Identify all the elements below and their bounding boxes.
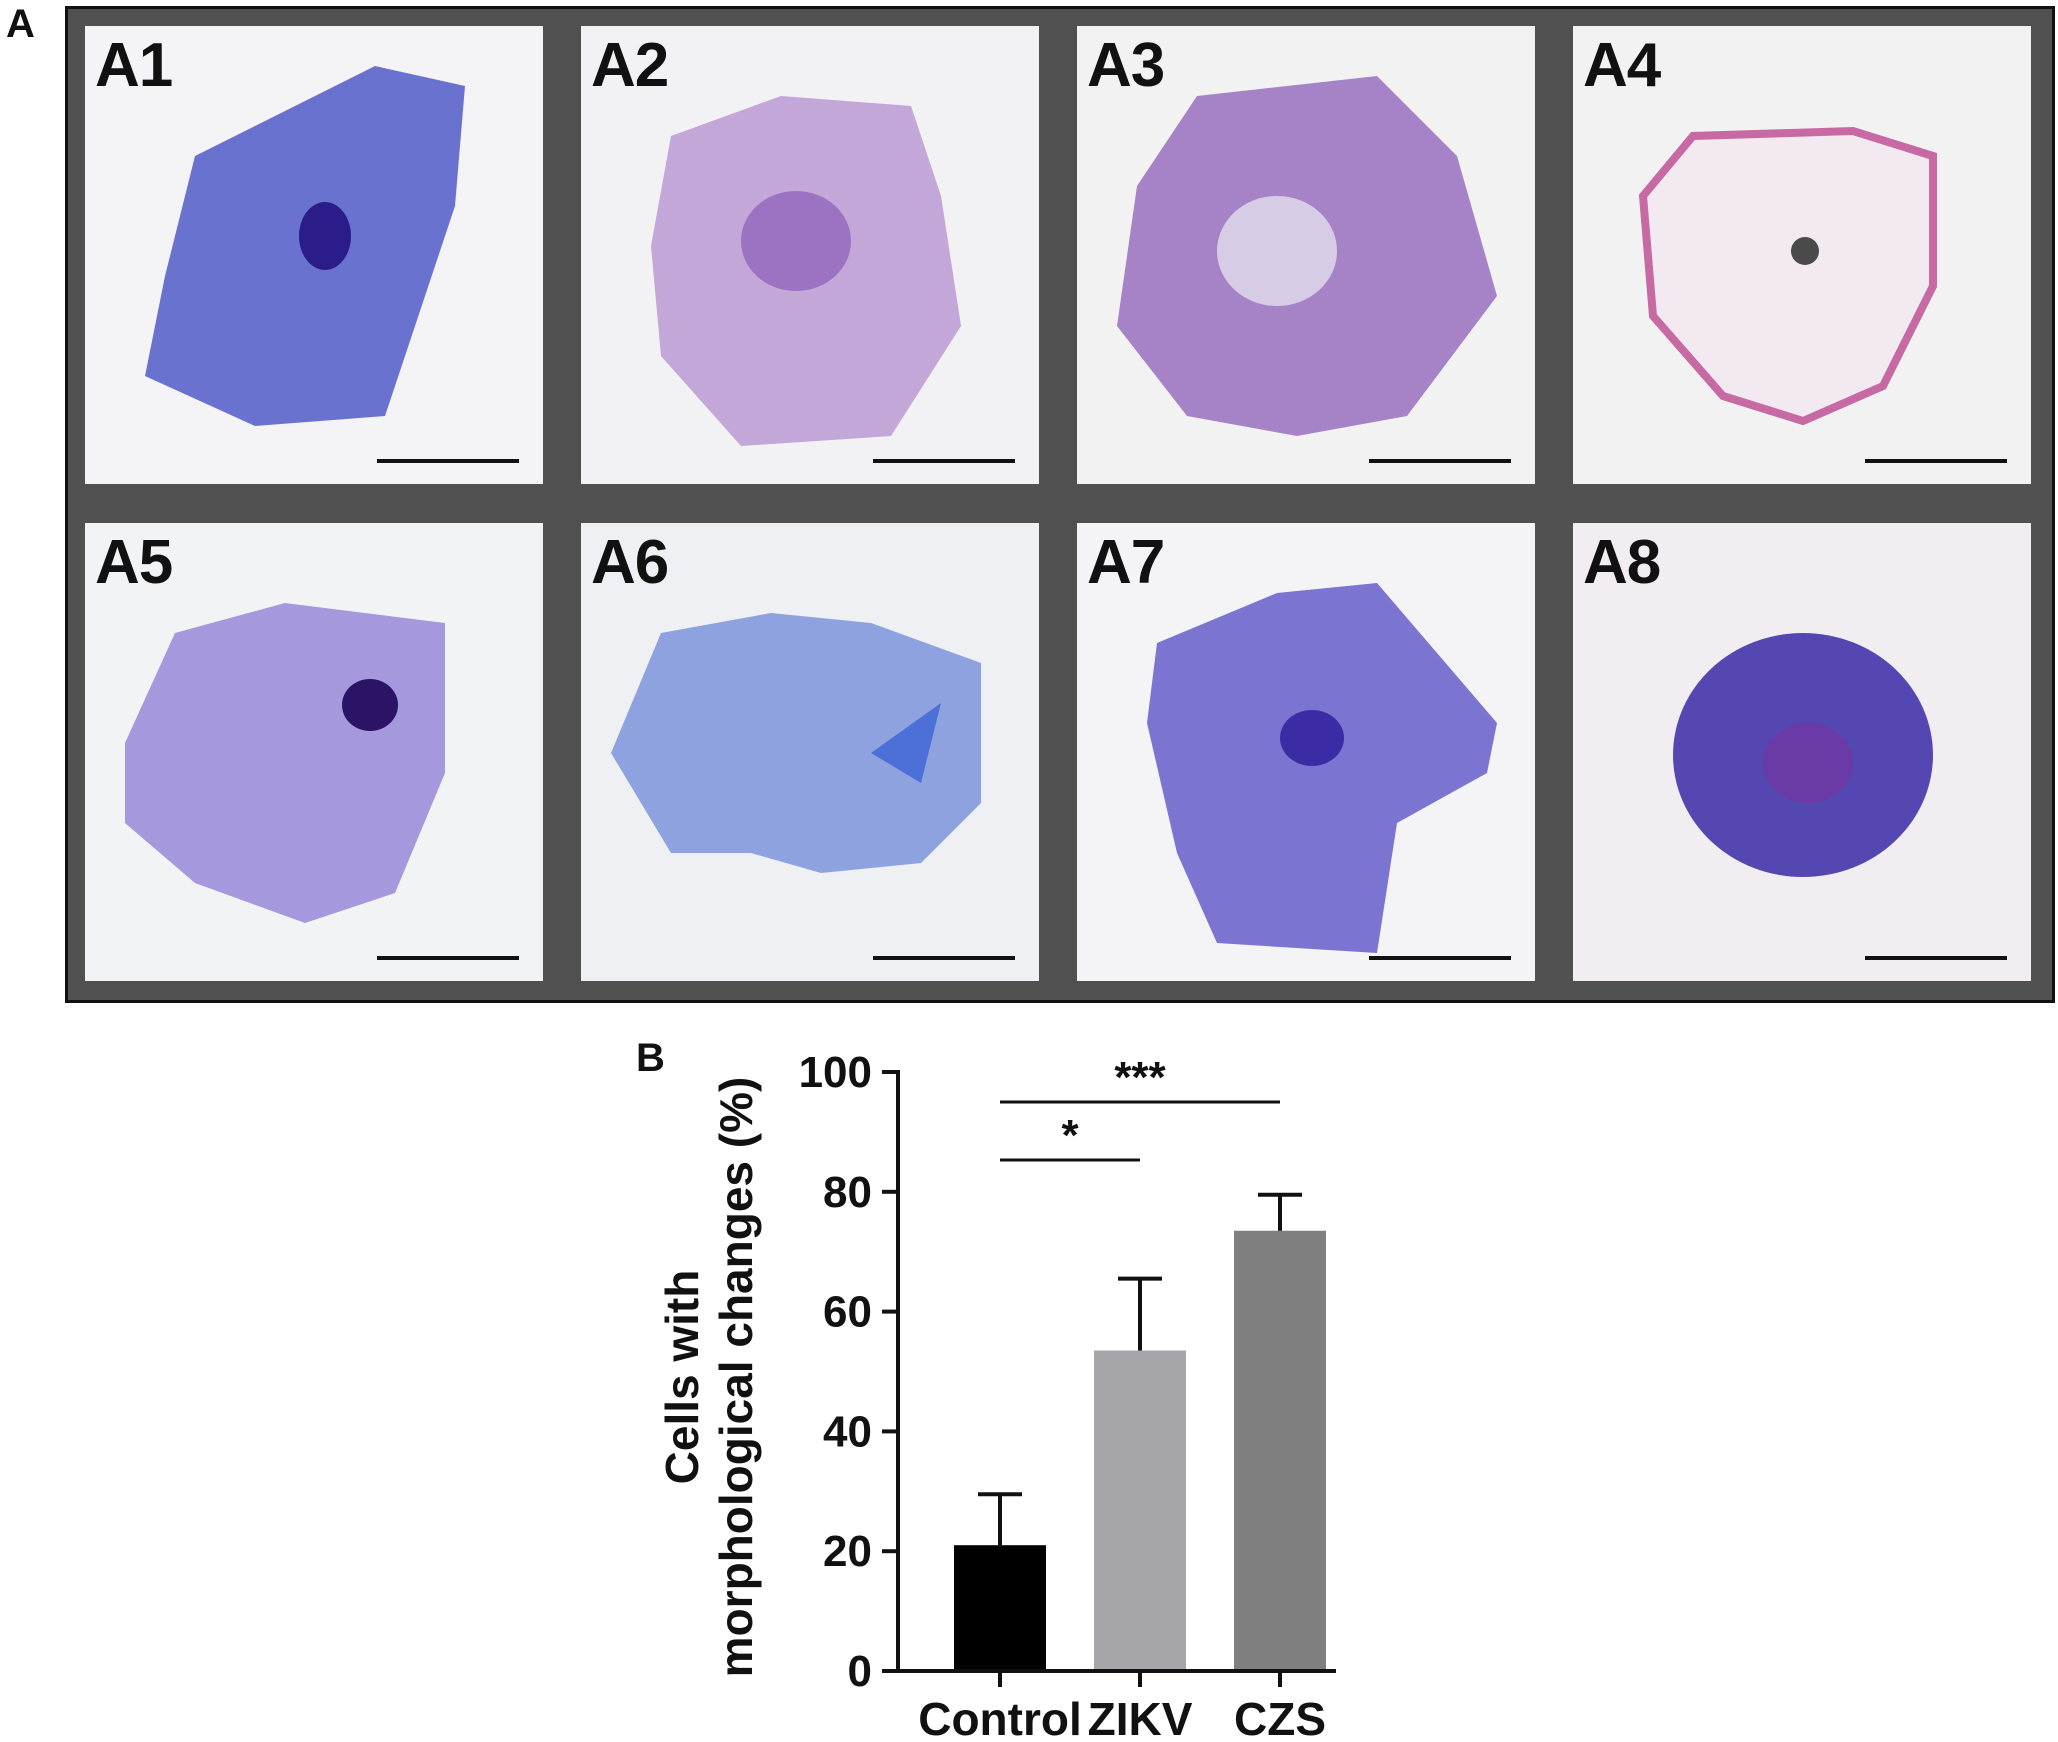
x-tick-label-czs: CZS bbox=[1234, 1693, 1326, 1742]
cell-cytoplasm bbox=[1638, 126, 1937, 426]
micrograph-label: A8 bbox=[1583, 528, 1661, 597]
x-axis-tick-labels: Control ZIKV CZS bbox=[918, 1671, 1326, 1742]
x-tick-label-zikv: ZIKV bbox=[1088, 1693, 1193, 1742]
cell-cytoplasm bbox=[1147, 583, 1497, 953]
scale-bar bbox=[1369, 459, 1511, 463]
y-tick-label: 20 bbox=[823, 1527, 872, 1576]
cell-nucleus bbox=[342, 679, 398, 731]
cell-fold bbox=[871, 703, 941, 783]
cell-a1-image bbox=[85, 26, 543, 484]
y-tick-label: 40 bbox=[823, 1407, 872, 1456]
panel-a-letter: A bbox=[6, 2, 35, 46]
bar-zikv bbox=[1094, 1350, 1186, 1671]
micrograph-a4: A4 bbox=[1573, 26, 2031, 484]
cell-nucleus bbox=[1280, 710, 1344, 766]
micrograph-a2: A2 bbox=[581, 26, 1039, 484]
y-axis-label: Cells with morphological changes (%) bbox=[656, 1077, 762, 1678]
micrograph-a8: A8 bbox=[1573, 523, 2031, 981]
micrograph-a3: A3 bbox=[1077, 26, 1535, 484]
y-axis-ticks: 0 20 40 60 80 100 bbox=[799, 1048, 898, 1696]
cell-a6-image bbox=[581, 523, 1039, 981]
y-axis-label-line2: morphological changes (%) bbox=[710, 1077, 762, 1678]
cell-nucleus bbox=[1217, 196, 1337, 306]
scale-bar bbox=[377, 956, 519, 960]
scale-bar bbox=[1865, 956, 2007, 960]
micrograph-a1: A1 bbox=[85, 26, 543, 484]
y-tick-label: 100 bbox=[799, 1048, 872, 1097]
bars bbox=[954, 1230, 1326, 1671]
cell-nucleus bbox=[299, 202, 351, 270]
cell-nucleus bbox=[1791, 237, 1819, 265]
scale-bar bbox=[873, 459, 1015, 463]
y-tick-label: 60 bbox=[823, 1288, 872, 1337]
micrograph-a6: A6 bbox=[581, 523, 1039, 981]
y-axis-label-line1: Cells with bbox=[656, 1270, 708, 1485]
significance-label: *** bbox=[1114, 1053, 1166, 1102]
cell-a3-image bbox=[1077, 26, 1535, 484]
cell-a7-image bbox=[1077, 523, 1535, 981]
cell-a2-image bbox=[581, 26, 1039, 484]
micrograph-label: A5 bbox=[95, 528, 173, 597]
micrograph-label: A7 bbox=[1087, 528, 1165, 597]
scale-bar bbox=[1865, 459, 2007, 463]
x-tick-label-control: Control bbox=[918, 1693, 1082, 1742]
panel-b-letter: B bbox=[636, 1036, 665, 1080]
scale-bar bbox=[377, 459, 519, 463]
micrograph-label: A4 bbox=[1583, 31, 1661, 100]
micrograph-label: A2 bbox=[591, 31, 669, 100]
cell-a4-image bbox=[1573, 26, 2031, 484]
significance-label: * bbox=[1061, 1111, 1079, 1160]
micrograph-a5: A5 bbox=[85, 523, 543, 981]
bar-control bbox=[954, 1545, 1046, 1671]
scale-bar bbox=[1369, 956, 1511, 960]
cell-a8-image bbox=[1573, 523, 2031, 981]
significance-brackets: **** bbox=[1000, 1053, 1280, 1162]
micrograph-label: A6 bbox=[591, 528, 669, 597]
micrograph-a7: A7 bbox=[1077, 523, 1535, 981]
micrograph-label: A1 bbox=[95, 31, 173, 100]
bar-czs bbox=[1234, 1230, 1326, 1671]
cell-cytoplasm bbox=[611, 613, 981, 873]
panel-a-micrograph-grid: A1 A2 A3 A4 A5 bbox=[65, 6, 2055, 1003]
y-tick-label: 0 bbox=[848, 1647, 872, 1696]
cell-nucleus bbox=[1763, 723, 1853, 803]
scale-bar bbox=[873, 956, 1015, 960]
micrograph-label: A3 bbox=[1087, 31, 1165, 100]
bar-chart: Cells with morphological changes (%) 0 20… bbox=[656, 1048, 1336, 1742]
cell-a5-image bbox=[85, 523, 543, 981]
y-tick-label: 80 bbox=[823, 1168, 872, 1217]
cell-nucleus bbox=[741, 191, 851, 291]
error-bars bbox=[978, 1192, 1302, 1546]
